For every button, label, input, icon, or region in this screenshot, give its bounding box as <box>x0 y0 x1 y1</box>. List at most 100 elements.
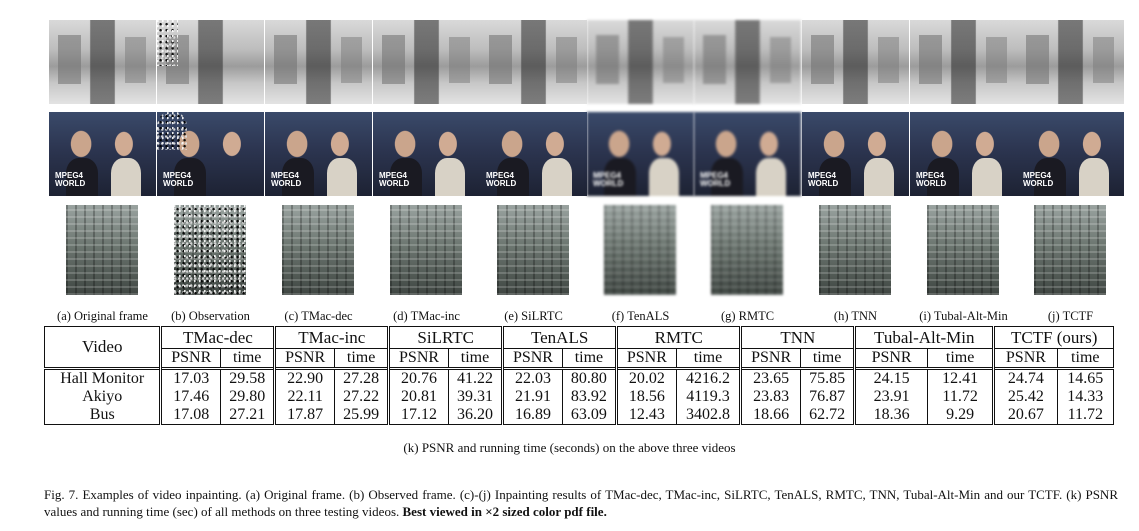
mpeg4-world-logo: MPEG4 WORLD <box>163 171 194 188</box>
psnr-cell: 18.56 <box>615 388 677 406</box>
subcaption-7: (h) TNN <box>833 309 878 323</box>
psnr-cell: 17.46 <box>159 388 221 406</box>
psnr-cell: 24.74 <box>992 367 1058 388</box>
psnr-cell: 21.91 <box>501 388 563 406</box>
psnr-cell: 17.03 <box>159 367 221 388</box>
video-name: Akiyo <box>43 388 161 406</box>
method-header-6: Tubal-Alt-Min <box>853 326 994 349</box>
time-cell: 25.99 <box>333 406 389 425</box>
thumbnail-akiyo-1: MPEG4 WORLD <box>157 112 264 196</box>
time-header: time <box>926 348 994 369</box>
psnr-cell: 25.42 <box>992 388 1058 406</box>
video-name: Hall Monitor <box>43 367 161 388</box>
psnr-cell: 12.43 <box>615 406 677 425</box>
mpeg4-world-logo: MPEG4 WORLD <box>55 171 86 188</box>
mpeg4-world-logo: MPEG4 WORLD <box>271 171 302 188</box>
figure-caption: Fig. 7. Examples of video inpainting. (a… <box>44 486 1118 520</box>
thumbnail-akiyo-6: MPEG4 WORLD <box>694 112 801 196</box>
time-cell: 39.31 <box>447 388 503 406</box>
thumbnail-akiyo-0: MPEG4 WORLD <box>49 112 156 196</box>
mpeg4-world-logo: MPEG4 WORLD <box>486 171 517 188</box>
psnr-cell: 17.08 <box>159 406 221 425</box>
time-cell: 3402.8 <box>675 406 741 425</box>
time-cell: 27.28 <box>333 367 389 388</box>
thumbnail-bus-3 <box>390 205 462 295</box>
table-caption: (k) PSNR and running time (seconds) on t… <box>403 440 736 455</box>
psnr-time-table: Video TMac-dec TMac-inc SiLRTC TenALS RMTC TN… <box>43 326 1114 425</box>
psnr-header: PSNR <box>739 348 801 369</box>
mpeg4-world-logo: MPEG4 WORLD <box>379 171 410 188</box>
thumbnail-akiyo-7: MPEG4 WORLD <box>802 112 909 196</box>
psnr-header: PSNR <box>273 348 335 369</box>
psnr-cell: 23.65 <box>739 367 801 388</box>
time-cell: 29.58 <box>220 367 275 388</box>
time-header: time <box>1056 348 1114 369</box>
psnr-cell: 24.15 <box>853 367 928 388</box>
thumbnail-bus-5 <box>604 205 676 295</box>
thumbnail-bus-4 <box>497 205 569 295</box>
time-header: time <box>220 348 275 369</box>
psnr-header: PSNR <box>159 348 221 369</box>
video-name: Bus <box>43 406 161 425</box>
method-header-0: TMac-dec <box>159 326 275 349</box>
psnr-cell: 23.91 <box>853 388 928 406</box>
subcaption-0: (a) Original frame <box>57 309 148 323</box>
time-cell: 12.41 <box>926 367 994 388</box>
time-cell: 27.21 <box>220 406 275 425</box>
time-cell: 11.72 <box>1056 406 1114 425</box>
thumbnail-hall-2 <box>265 20 372 104</box>
thumbnail-akiyo-2: MPEG4 WORLD <box>265 112 372 196</box>
thumbnail-hall-4 <box>480 20 587 104</box>
subcaption-4: (e) SiLRTC <box>504 309 563 323</box>
subcaption-6: (g) RMTC <box>720 309 775 323</box>
psnr-cell: 20.76 <box>387 367 449 388</box>
thumbnail-akiyo-8: MPEG4 WORLD <box>910 112 1017 196</box>
time-cell: 36.20 <box>447 406 503 425</box>
thumbnail-hall-8 <box>910 20 1017 104</box>
subcaption-1: (b) Observation <box>171 309 250 323</box>
psnr-cell: 17.12 <box>387 406 449 425</box>
thumbnail-bus-6 <box>711 205 783 295</box>
subcaption-3: (d) TMac-inc <box>393 309 460 323</box>
time-cell: 9.29 <box>926 406 994 425</box>
mpeg4-world-logo: MPEG4 WORLD <box>916 171 947 188</box>
psnr-cell: 20.81 <box>387 388 449 406</box>
subcaption-8: (i) Tubal-Alt-Min <box>919 309 1008 323</box>
time-cell: 4216.2 <box>675 367 741 388</box>
psnr-cell: 16.89 <box>501 406 563 425</box>
subcaption-5: (f) TenALS <box>611 309 670 323</box>
thumbnail-hall-0 <box>49 20 156 104</box>
time-cell: 29.80 <box>220 388 275 406</box>
thumbnail-akiyo-4: MPEG4 WORLD <box>480 112 587 196</box>
psnr-header: PSNR <box>853 348 928 369</box>
time-cell: 11.72 <box>926 388 994 406</box>
time-cell: 63.09 <box>561 406 617 425</box>
psnr-header: PSNR <box>992 348 1058 369</box>
time-cell: 14.65 <box>1056 367 1114 388</box>
figure-caption-bold: Best viewed in ×2 sized color pdf file. <box>402 504 607 519</box>
thumbnail-bus-8 <box>927 205 999 295</box>
time-cell: 80.80 <box>561 367 617 388</box>
thumbnail-hall-3 <box>373 20 480 104</box>
psnr-cell: 18.66 <box>739 406 801 425</box>
video-column-header: Video <box>43 326 161 369</box>
thumbnail-bus-2 <box>282 205 354 295</box>
method-header-3: TenALS <box>501 326 617 349</box>
thumbnail-hall-7 <box>802 20 909 104</box>
psnr-cell: 22.11 <box>273 388 335 406</box>
table-row: Bus 17.08 27.21 17.87 25.99 17.12 36.20 16.89 63… <box>43 406 1114 425</box>
table-header-methods: Video TMac-dec TMac-inc SiLRTC TenALS RMTC TN… <box>43 326 1114 369</box>
psnr-cell: 20.67 <box>992 406 1058 425</box>
psnr-cell: 18.36 <box>853 406 928 425</box>
mpeg4-world-logo: MPEG4 WORLD <box>808 171 839 188</box>
thumbnail-bus-0 <box>66 205 138 295</box>
subcaption-2: (c) TMac-dec <box>284 309 353 323</box>
psnr-cell: 22.03 <box>501 367 563 388</box>
subcaption-9: (j) TCTF <box>1047 309 1094 323</box>
time-cell: 41.22 <box>447 367 503 388</box>
time-header: time <box>799 348 855 369</box>
time-header: time <box>561 348 617 369</box>
thumbnail-akiyo-3: MPEG4 WORLD <box>373 112 480 196</box>
time-cell: 27.22 <box>333 388 389 406</box>
time-cell: 14.33 <box>1056 388 1114 406</box>
